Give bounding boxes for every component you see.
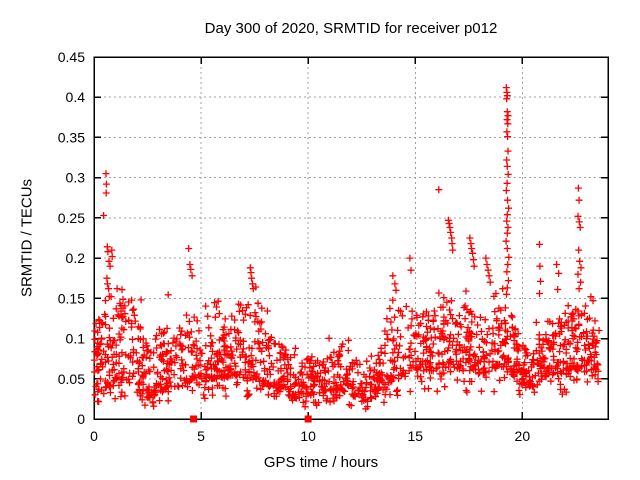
event-flag-square xyxy=(304,415,312,423)
scatter-points xyxy=(90,84,603,413)
event-flag-square xyxy=(190,415,198,423)
x-tick-label: 5 xyxy=(197,428,205,444)
y-tick-label: 0.1 xyxy=(66,331,86,347)
x-tick-label: 20 xyxy=(515,428,531,444)
chart-title: Day 300 of 2020, SRMTID for receiver p01… xyxy=(204,20,498,37)
x-tick-label: 15 xyxy=(407,428,423,444)
y-tick-label: 0.2 xyxy=(66,250,86,266)
y-tick-label: 0 xyxy=(77,411,85,427)
y-tick-label: 0.3 xyxy=(66,170,86,186)
x-axis-label: GPS time / hours xyxy=(263,454,379,471)
x-tick-label: 0 xyxy=(90,428,98,444)
y-tick-label: 0.4 xyxy=(66,89,86,105)
plot-frame xyxy=(93,56,609,420)
y-tick-label: 0.05 xyxy=(58,371,85,387)
y-tick-label: 0.25 xyxy=(58,210,85,226)
y-tick-label: 0.45 xyxy=(58,49,85,65)
x-tick-label: 10 xyxy=(300,428,316,444)
y-tick-label: 0.35 xyxy=(58,129,85,145)
y-tick-label: 0.15 xyxy=(58,290,85,306)
